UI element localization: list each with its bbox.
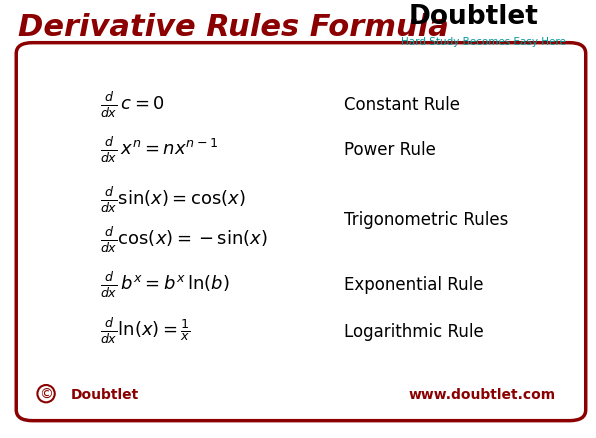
Text: $\frac{d}{dx}\cos(x) = -\sin(x)$: $\frac{d}{dx}\cos(x) = -\sin(x)$: [100, 225, 268, 254]
Text: Constant Rule: Constant Rule: [344, 95, 460, 113]
Text: Logarithmic Rule: Logarithmic Rule: [344, 322, 484, 340]
Text: $\frac{d}{dx}\,b^x = b^x\,\ln(b)$: $\frac{d}{dx}\,b^x = b^x\,\ln(b)$: [100, 269, 230, 299]
Text: $\frac{d}{dx}\,c = 0$: $\frac{d}{dx}\,c = 0$: [100, 90, 165, 120]
Text: Doubtlet: Doubtlet: [70, 387, 139, 401]
Text: $\frac{d}{dx}\ln(x) = \frac{1}{x}$: $\frac{d}{dx}\ln(x) = \frac{1}{x}$: [100, 316, 191, 346]
Text: ©: ©: [39, 387, 53, 401]
Text: Derivative Rules Formula: Derivative Rules Formula: [18, 13, 449, 42]
Text: Power Rule: Power Rule: [344, 141, 436, 159]
Text: www.doubtlet.com: www.doubtlet.com: [409, 387, 556, 401]
Text: Trigonometric Rules: Trigonometric Rules: [344, 211, 509, 229]
FancyBboxPatch shape: [16, 44, 586, 420]
Text: $\frac{d}{dx}\,x^n = nx^{n-1}$: $\frac{d}{dx}\,x^n = nx^{n-1}$: [100, 135, 218, 164]
Text: Exponential Rule: Exponential Rule: [344, 275, 484, 293]
Text: Doubtlet: Doubtlet: [408, 4, 538, 30]
Text: Hard Study Becomes Easy Here: Hard Study Becomes Easy Here: [401, 37, 566, 47]
Text: $\frac{d}{dx}\sin(x) = \cos(x)$: $\frac{d}{dx}\sin(x) = \cos(x)$: [100, 185, 246, 215]
